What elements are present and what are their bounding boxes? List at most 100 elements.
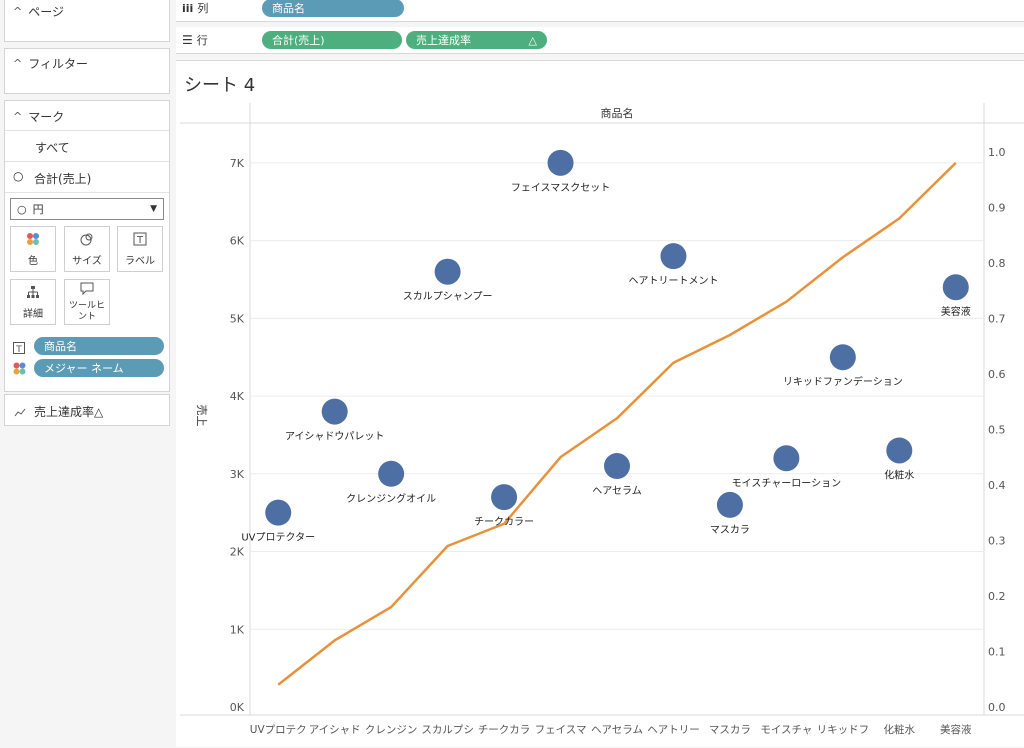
y-tick-label: 0K [230, 701, 245, 714]
sales-circle-mark [491, 484, 518, 511]
mark-type-value: 円 [32, 203, 44, 216]
color-field-pill[interactable]: メジャー ネーム [34, 359, 164, 377]
color-dots-icon [26, 232, 40, 249]
y-tick-label: 3K [230, 468, 245, 481]
data-label: アイシャドウパレット [285, 431, 385, 443]
data-label: リキッドファンデーション [783, 375, 903, 388]
data-label: フェイスマスクセット [511, 182, 610, 194]
detail-button[interactable]: 詳細 [10, 279, 56, 325]
detail-button-label: 詳細 [23, 308, 43, 320]
y-axis-title: 売上 [195, 405, 208, 427]
sales-circle-mark [773, 445, 800, 472]
columns-shelf-label: 列 [197, 2, 209, 15]
data-label: マスカラ [710, 524, 750, 536]
left-panel: ^ ページ ^ フィルター ^ マーク すべて ○ 合計(売上) ○ 円 ▼ 色 [0, 0, 176, 747]
column-header: 商品名 [601, 106, 634, 120]
columns-pill[interactable]: 商品名 [262, 0, 404, 17]
data-label: UVプロテクター [241, 532, 315, 544]
y2-tick-label: 0.6 [988, 368, 1006, 381]
data-label: ヘアトリートメント [628, 276, 718, 287]
y2-tick-label: 0.4 [988, 479, 1006, 492]
y2-tick-label: 0.7 [988, 312, 1006, 325]
line-chart-icon [14, 403, 26, 422]
x-tick-label: モイスチャ [760, 724, 812, 736]
y-tick-label: 2K [230, 546, 245, 559]
achievement-rate-line [277, 161, 957, 686]
x-tick-label: ヘアトリー [647, 724, 700, 736]
marks-sum-sales-tab[interactable]: ○ 合計(売上) [5, 162, 169, 193]
color-dots-icon [13, 360, 26, 379]
color-button-label: 色 [28, 255, 38, 267]
sales-circle-mark [942, 274, 969, 301]
x-tick-label: スカルプシ [421, 724, 474, 736]
size-icon [80, 232, 94, 249]
pages-card[interactable]: ^ ページ [4, 0, 170, 42]
circle-mark-icon: ○ [17, 202, 27, 216]
y2-tick-label: 0.1 [988, 645, 1006, 658]
marks-all-tab[interactable]: すべて [5, 130, 169, 162]
y2-tick-label: 0.8 [988, 257, 1006, 270]
sales-circle-mark [716, 491, 743, 518]
sales-circle-mark [547, 149, 574, 176]
y-tick-label: 4K [230, 390, 245, 403]
table-calc-delta-icon: △ [528, 33, 537, 47]
y2-tick-label: 0.3 [988, 534, 1006, 547]
label-button-label: ラベル [125, 255, 155, 267]
marks-all-label: すべて [35, 141, 70, 155]
y-tick-label: 5K [230, 312, 245, 325]
data-label: クレンジングオイル [346, 492, 436, 505]
label-field-pill-text: 商品名 [44, 340, 77, 353]
sales-circle-mark [265, 499, 292, 526]
color-field-pill-text: メジャー ネーム [44, 362, 124, 375]
collapse-caret-icon[interactable]: ^ [13, 110, 23, 123]
x-tick-label: UVプロテク [250, 724, 307, 736]
sheet-title: シート 4 [184, 75, 256, 96]
sales-circle-mark [604, 453, 630, 480]
rows-pill-sales-text: 合計(売上) [272, 34, 325, 47]
size-button[interactable]: サイズ [64, 226, 110, 272]
rows-pill-sales[interactable]: 合計(売上) [262, 31, 402, 49]
x-tick-label: リキッドフ [817, 724, 870, 736]
pages-title: ページ [28, 5, 64, 19]
text-label-icon: T [133, 232, 147, 249]
y2-tick-label: 1.0 [988, 146, 1006, 159]
data-label: チークカラー [474, 516, 534, 528]
data-label: ヘアセラム [592, 485, 642, 497]
collapse-caret-icon[interactable]: ^ [13, 5, 23, 18]
label-field-pill[interactable]: 商品名 [34, 337, 164, 355]
line-marks-label: 売上達成率△ [34, 405, 104, 419]
label-button[interactable]: T ラベル [117, 226, 163, 272]
y-tick-label: 6K [230, 235, 245, 248]
rows-shelf[interactable]: ☰ 行 合計(売上) 売上達成率 △ [176, 27, 1024, 54]
sales-circle-mark [321, 398, 348, 425]
sales-circle-mark [660, 243, 687, 270]
y-tick-label: 7K [230, 157, 245, 170]
worksheet: シート 4 商品名 0K 1K 2K 3K 4K 5K 6K 7K 0.0 0.1 0.2 0.3 0.4… [176, 60, 1024, 747]
filters-title: フィルター [28, 57, 88, 71]
tooltip-button[interactable]: ツールヒント [64, 279, 110, 325]
hierarchy-icon [26, 285, 40, 302]
x-tick-label: マスカラ [709, 724, 751, 736]
tooltip-button-label: ツールヒント [69, 301, 106, 322]
color-button[interactable]: 色 [10, 226, 56, 272]
rows-pill-achievement[interactable]: 売上達成率 △ [406, 31, 547, 49]
mark-type-dropdown[interactable]: ○ 円 ▼ [10, 198, 164, 220]
filters-card[interactable]: ^ フィルター [4, 48, 170, 94]
y2-tick-label: 0.0 [988, 701, 1006, 714]
svg-text:T: T [136, 235, 144, 246]
rows-pill-achievement-text: 売上達成率 [416, 34, 471, 47]
rows-list-icon: ☰ [182, 33, 193, 47]
sales-circle-mark [886, 437, 913, 464]
size-button-label: サイズ [72, 255, 102, 267]
sales-circle-mark [378, 460, 405, 487]
speech-bubble-icon [80, 281, 94, 298]
collapse-caret-icon[interactable]: ^ [13, 57, 23, 70]
data-label: 美容液 [941, 305, 971, 318]
data-label: 化粧水 [884, 468, 914, 481]
y2-tick-label: 0.5 [988, 423, 1006, 436]
x-tick-label: クレンジン [365, 724, 418, 736]
line-marks-card[interactable]: 売上達成率△ [4, 394, 170, 426]
chart-area[interactable]: 商品名 0K 1K 2K 3K 4K 5K 6K 7K 0.0 0.1 0.2 0.3 0.4 0.5 0.6… [176, 61, 1024, 748]
dropdown-arrow-icon: ▼ [150, 204, 157, 214]
columns-shelf[interactable]: iii 列 商品名 [176, 0, 1024, 22]
